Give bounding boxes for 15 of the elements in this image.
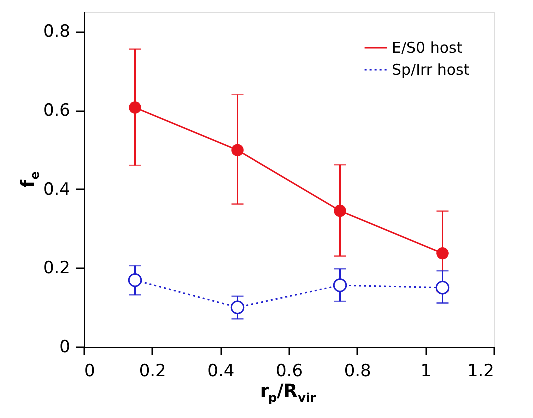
legend-label: E/S0 host: [392, 39, 463, 57]
x-tick-label: 0.8: [344, 362, 372, 382]
y-tick-label: 0.2: [43, 258, 70, 279]
y-axis-title: fe: [18, 172, 42, 188]
x-tick-label: 0: [84, 362, 96, 382]
x-tick-label: 0.6: [276, 362, 304, 382]
x-tick-label: 0.2: [139, 362, 166, 382]
legend-label: Sp/Irr host: [392, 61, 470, 79]
y-tick-label: 0.6: [43, 101, 70, 122]
x-tick-label: 1.2: [467, 362, 494, 382]
y-tick-label: 0: [60, 338, 70, 358]
x-tick-label: 0.4: [208, 362, 235, 382]
y-tick-label: 0.8: [43, 22, 70, 42]
y-tick-label: 0.4: [43, 180, 70, 200]
x-tick-label: 1: [420, 362, 432, 382]
